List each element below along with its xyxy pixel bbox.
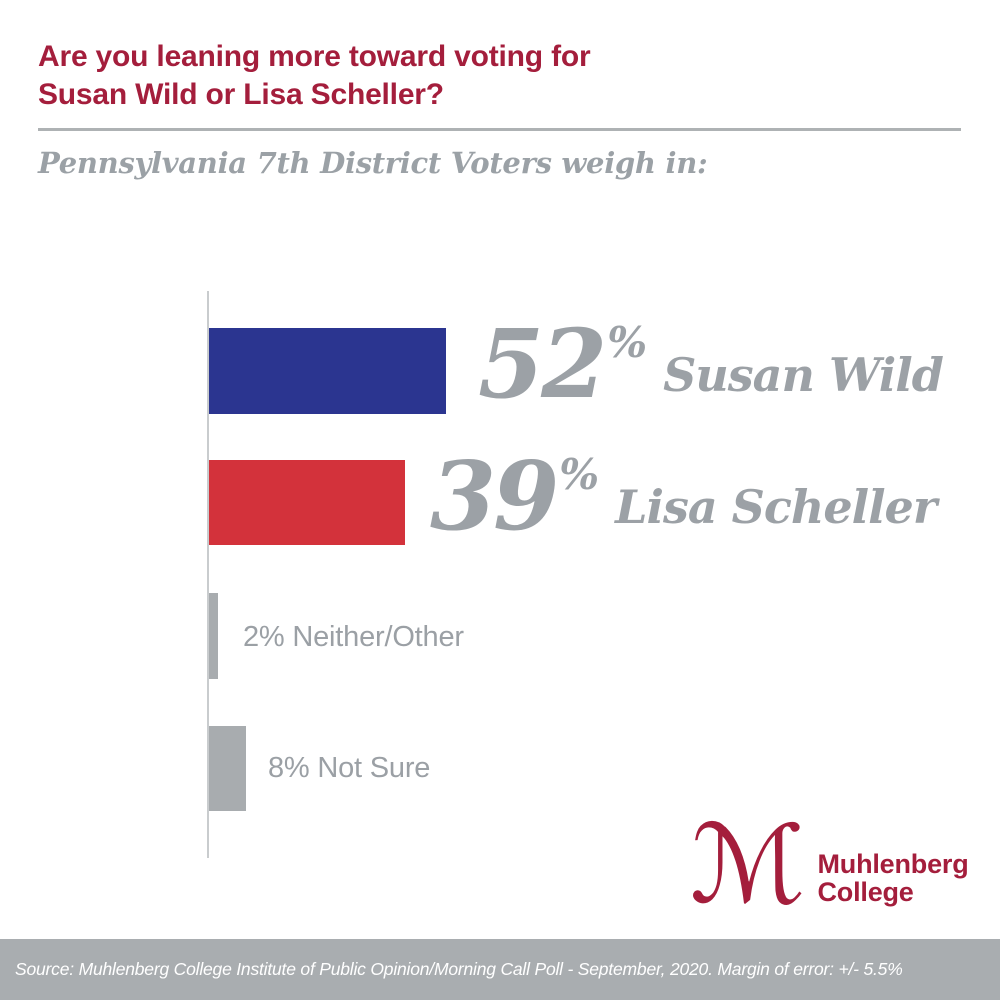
- percent-sign-lisa-scheller: %: [559, 450, 600, 499]
- value-lisa-scheller: 39: [430, 441, 559, 552]
- candidate-name-lisa-scheller: Lisa Scheller: [615, 480, 937, 534]
- bar-susan-wild: [209, 328, 446, 414]
- value-susan-wild: 52: [478, 309, 607, 420]
- title-line-1: Are you leaning more toward voting for: [38, 40, 591, 73]
- bar-not-sure: [209, 726, 246, 811]
- chart-subtitle: Pennsylvania 7th District Voters weigh i…: [38, 146, 708, 180]
- bar-neither-other: [209, 593, 218, 679]
- y-axis-line: [207, 291, 209, 858]
- percent-sign-susan-wild: %: [607, 318, 648, 367]
- bar-lisa-scheller: [209, 460, 405, 545]
- label-susan-wild: 52 % Susan Wild: [478, 309, 944, 420]
- muhlenberg-monogram-icon: ℳ: [690, 803, 806, 928]
- title-line-2: Susan Wild or Lisa Scheller?: [38, 78, 444, 111]
- source-text: Source: Muhlenberg College Institute of …: [15, 959, 903, 979]
- candidate-name-susan-wild: Susan Wild: [663, 348, 944, 402]
- logo-line-2: College: [817, 877, 914, 907]
- logo-line-1: Muhlenberg: [817, 849, 969, 879]
- muhlenberg-college-logo: ℳ Muhlenberg College: [690, 803, 969, 928]
- label-lisa-scheller: 39 % Lisa Scheller: [430, 441, 937, 552]
- label-neither-other: 2% Neither/Other: [243, 621, 464, 653]
- page-title: Are you leaning more toward voting for S…: [38, 38, 591, 114]
- label-not-sure: 8% Not Sure: [268, 752, 431, 784]
- title-divider: [38, 128, 961, 131]
- logo-wordmark: Muhlenberg College: [818, 850, 969, 906]
- source-footer-bar: Source: Muhlenberg College Institute of …: [0, 939, 1000, 1000]
